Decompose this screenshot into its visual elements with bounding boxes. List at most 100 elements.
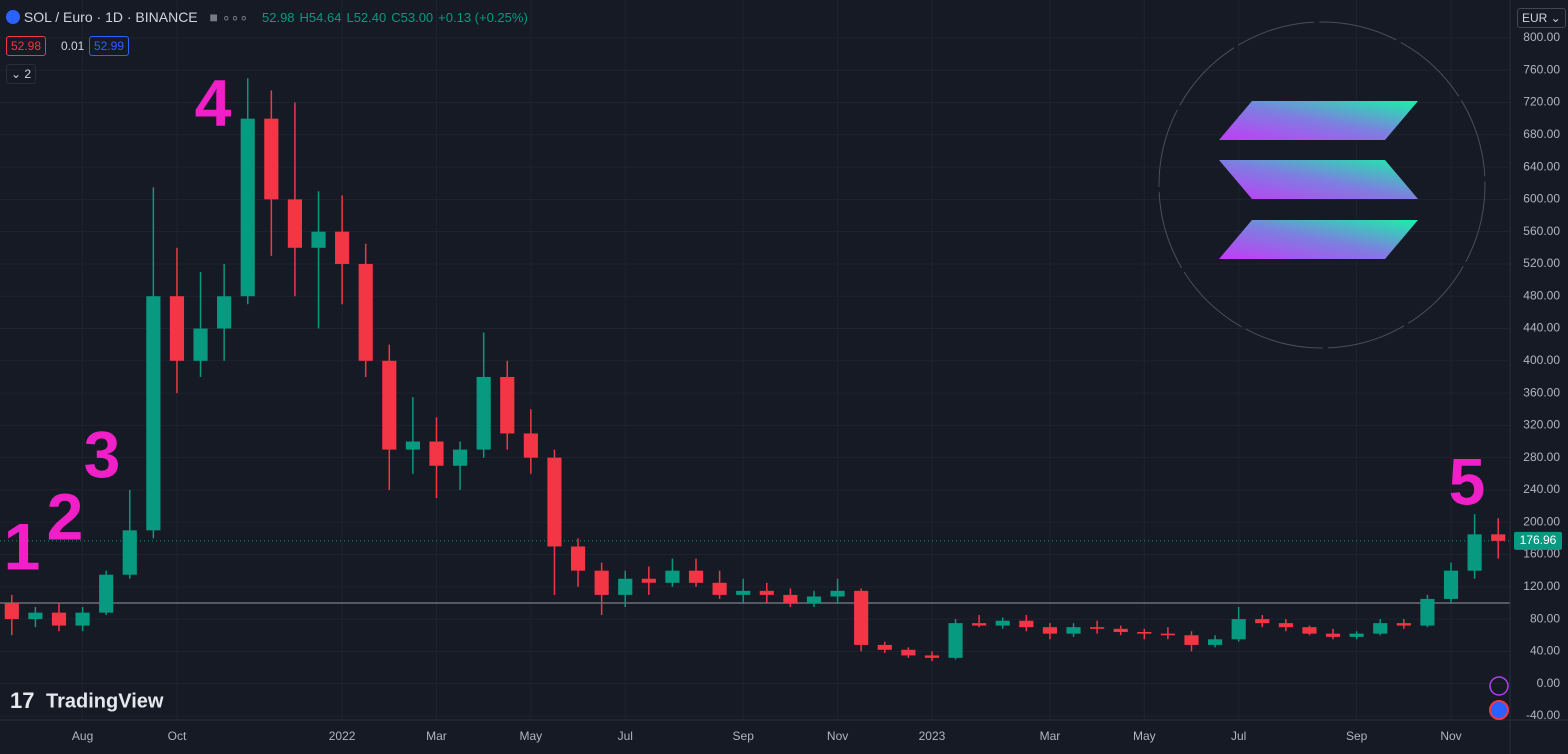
candle-body: [594, 570, 609, 595]
candle-body: [1042, 627, 1057, 634]
last-price-label: 176.96: [1520, 533, 1557, 547]
candle-body: [1278, 623, 1293, 628]
candle-body: [429, 441, 444, 466]
y-tick-label: 200.00: [1523, 514, 1560, 528]
y-tick-label: 760.00: [1523, 62, 1560, 76]
candle-body: [1325, 633, 1341, 637]
candle-body: [1467, 534, 1482, 571]
ohlc-value: +0.13 (+0.25%): [438, 10, 528, 25]
x-tick-label: Mar: [426, 729, 447, 743]
last-price-tag: [1514, 531, 1562, 550]
annotation: 5: [1449, 444, 1486, 518]
candle-body: [948, 623, 963, 658]
candle-body: [972, 623, 987, 626]
y-tick-label: 520.00: [1523, 256, 1560, 270]
y-tick-label: 40.00: [1530, 644, 1560, 658]
x-tick-label: Nov: [1440, 729, 1461, 743]
y-tick-label: 240.00: [1523, 482, 1560, 496]
candle-body: [1066, 627, 1081, 634]
candle-body: [1208, 639, 1223, 645]
x-tick-label: Oct: [168, 729, 187, 743]
y-tick-label: 680.00: [1523, 127, 1560, 141]
y-tick-label: 360.00: [1523, 385, 1560, 399]
candle-body: [500, 376, 515, 434]
candle-body: [75, 612, 90, 626]
x-tick-label: Jul: [1231, 729, 1246, 743]
candle-body: [99, 574, 114, 613]
candle-body: [1137, 632, 1152, 634]
candle-body: [924, 655, 940, 658]
brand-mark: 17: [10, 688, 34, 713]
candle-body: [1302, 627, 1317, 634]
candle-body: [453, 449, 468, 466]
settings-icon[interactable]: [1489, 700, 1509, 720]
x-tick-label: Jul: [618, 729, 633, 743]
candle-body: [1373, 623, 1388, 634]
symbol-title[interactable]: SOL / Euro · 1D · BINANCE ■ ∘∘∘: [6, 9, 248, 26]
candle-body: [1113, 628, 1128, 633]
y-tick-label: 640.00: [1523, 159, 1560, 173]
indicators-toggle[interactable]: ⌄ 2: [6, 64, 37, 84]
y-tick-label: 400.00: [1523, 353, 1560, 367]
candle-body: [1420, 598, 1435, 626]
y-tick-label: 480.00: [1523, 288, 1560, 302]
candle-body: [146, 296, 161, 531]
symbol: SOL / Euro · 1D · BINANCE: [23, 9, 198, 25]
y-tick-label: 440.00: [1523, 321, 1560, 335]
annotation: 3: [84, 417, 121, 491]
candle-body: [217, 296, 232, 329]
x-tick-label: May: [1133, 729, 1156, 743]
ohlc-value: H54.64: [299, 10, 342, 25]
candle-body: [570, 546, 586, 571]
ohlc-value: 52.98: [262, 10, 295, 25]
candle-body: [358, 263, 373, 361]
annotation: 1: [4, 509, 41, 583]
brand: TradingView: [46, 690, 164, 712]
ask[interactable]: 52.99: [89, 36, 130, 56]
currency[interactable]: EUR ⌄: [1517, 8, 1566, 28]
y-tick-label: 720.00: [1523, 95, 1560, 109]
candle-body: [405, 441, 420, 450]
candle-body: [806, 596, 822, 603]
candle-body: [1231, 619, 1246, 640]
ohlc-value: C53.00: [391, 10, 434, 25]
candle-body: [28, 612, 43, 620]
candle-body: [830, 590, 845, 597]
candle-body: [1349, 633, 1364, 637]
y-tick-label: 800.00: [1523, 30, 1560, 44]
candle-body: [335, 231, 350, 264]
candle-body: [264, 118, 279, 200]
candle-body: [1443, 570, 1459, 599]
y-tick-label: 320.00: [1523, 418, 1560, 432]
bid[interactable]: 52.98: [6, 36, 47, 56]
candle-body: [995, 620, 1010, 626]
candle-body: [1255, 619, 1270, 624]
logo: [1158, 21, 1486, 349]
candle-body: [1090, 627, 1105, 629]
candle-body: [476, 376, 491, 450]
candle-body: [287, 199, 302, 248]
x-tick-label: 2022: [329, 729, 356, 743]
spread: 0.01: [61, 39, 85, 53]
candle-body: [759, 590, 774, 595]
plot: [0, 78, 1510, 662]
candle-body: [4, 602, 19, 620]
ohlc: 52.98 H54.64 L52.40 C53.00 +0.13 (+0.25%): [262, 10, 533, 25]
alert-icon[interactable]: [1489, 676, 1509, 696]
y-tick-label: 280.00: [1523, 450, 1560, 464]
x-tick-label: Sep: [1346, 729, 1368, 743]
candle-body: [665, 570, 680, 583]
x-tick-label: Mar: [1040, 729, 1061, 743]
candle-body: [523, 433, 538, 458]
y-tick-label: 560.00: [1523, 224, 1560, 238]
x-tick-label: May: [520, 729, 543, 743]
y-tick-label: 160.00: [1523, 547, 1560, 561]
candle-body: [641, 578, 656, 583]
candle-body: [122, 530, 137, 575]
candle-body: [240, 118, 255, 297]
candle-body: [382, 360, 397, 450]
y-tick-label: 0.00: [1537, 676, 1561, 690]
y-tick-label: 80.00: [1530, 611, 1560, 625]
